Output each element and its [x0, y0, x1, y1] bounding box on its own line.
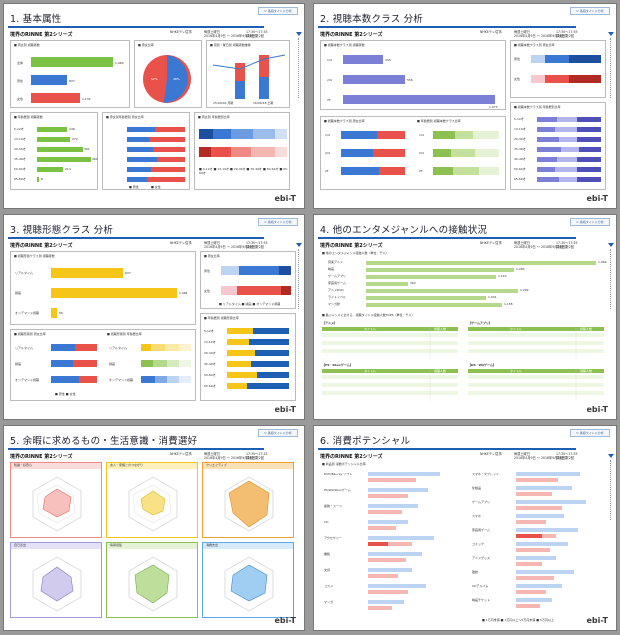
chart-gender-viewers: ■ 男女別 視聴者数 全体 男性 女性 1,969 837 1,132 — [10, 40, 130, 108]
top5-tables — [322, 327, 604, 401]
section-tab[interactable]: V. 番組タイトル分析 — [258, 429, 298, 437]
genre-bar-chart — [366, 261, 596, 307]
chart-age-viewers: ■ 年齢層別 視聴者数 5-12才 13-19才 20-34才 35-49才 5… — [10, 112, 98, 190]
bar-total — [31, 57, 113, 67]
section-tab[interactable]: V. 番組タイトル分析 — [570, 7, 610, 15]
chart-gender-age-ratio: ■ 男女別 年齢層別比率 ■ 4-12才 ■ 13-19才 ■ 20-34才 ■… — [194, 112, 290, 190]
nav-arrow-icon[interactable] — [296, 243, 302, 247]
ebit-logo: ebi-T — [586, 405, 609, 414]
program-title: 境界のRINNE 第2シリーズ — [320, 32, 383, 38]
age-bar-chart — [37, 127, 91, 182]
chart-age-class-ratio: ■ 視聴本数クラス別 年齢層別比率 5-12才 13-19才 20-34才 35… — [510, 102, 606, 190]
chart-age-gender-ratio: ■ 男女別年齢層別 男女比率 ■ 男性 ■ 女性 — [102, 112, 190, 190]
broadcaster: NHKEテレ従事 — [170, 30, 192, 34]
potential-legend: ■ 1万円未満 ■ 1万円以上～5万円未満 ■ 5万円以上 — [482, 618, 554, 622]
slide-viewing-form-class[interactable]: V. 番組タイトル分析 3. 視聴形態クラス 分析 境界のRINNE 第2シリー… — [3, 214, 305, 420]
program-title: 境界のRINNE 第2シリーズ — [320, 454, 383, 460]
chart-class-viewers: ■ 視聴本数クラス別 視聴者数 1/4 2/4 2F 345 556 1,073 — [320, 40, 506, 110]
slide-consumption-potential[interactable]: V. 番組タイトル分析 6. 消費ポテンシャル 境界のRINNE 第2シリーズ … — [313, 425, 617, 631]
chart-weekly-trend: ■ 週別・曜日別 視聴者数推移 15/04/04 月曜 16/09/18 土曜 — [206, 40, 290, 108]
trend-combo-chart — [212, 54, 286, 99]
section-tab[interactable]: V. 番組タイトル分析 — [570, 429, 610, 437]
radar-spending: 消費支出 — [202, 542, 294, 618]
gender-pie — [143, 55, 191, 103]
radar-connection: 友人・家族とのつながり — [106, 462, 198, 538]
age-gender-stacked — [127, 127, 185, 182]
slide-title: 2. 視聴本数クラス 分析 — [320, 14, 424, 25]
potential-bars — [368, 472, 586, 610]
bar-female — [31, 93, 80, 103]
nav-arrow-icon[interactable] — [608, 454, 614, 458]
side-nav[interactable] — [296, 32, 302, 184]
chart-class-gender: ■ 視聴本数クラス別 男女比率 男性 女性 — [510, 40, 606, 98]
slide-basic-attributes[interactable]: V. 番組タイトル分析 1. 基本属性 境界のRINNE 第2シリーズ NHKE… — [3, 3, 305, 209]
nav-arrow-icon[interactable] — [296, 32, 302, 36]
section-tab[interactable]: V. 番組タイトル分析 — [570, 218, 610, 226]
ebit-logo: ebi-T — [274, 405, 297, 414]
radar-creative: クリエイティブ — [202, 462, 294, 538]
title-underline — [8, 26, 264, 28]
side-nav[interactable] — [608, 454, 614, 606]
nav-arrow-icon[interactable] — [608, 32, 614, 36]
slide-title: 4. 他のエンタメジャンルへの接触状況 — [320, 225, 488, 236]
slide-title: 6. 消費ポテンシャル — [320, 436, 411, 447]
slide-entertainment-genres[interactable]: V. 番組タイトル分析 4. 他のエンタメジャンルへの接触状況 境界のRINNE… — [313, 214, 617, 420]
chart-form-gender-ratio: ■ 視聴形態別 男女比率 ■ 視聴形態別 年齢層比率 リアルタイム 録画 オンデ… — [10, 329, 196, 401]
program-title: 境界のRINNE 第2シリーズ — [10, 243, 73, 249]
chart-form-gender: ■ 男女比率 男性 女性 ■ リアルタイム ■ 録画 ■ オンデマンド視聴 — [200, 251, 296, 309]
side-nav[interactable] — [608, 243, 614, 395]
ebit-logo: ebi-T — [586, 616, 609, 625]
slide-title: 5. 余暇に求めるもの・生活意識・消費選好 — [10, 436, 198, 447]
ebit-logo: ebi-T — [274, 616, 297, 625]
section-tab[interactable]: V. 番組タイトル分析 — [258, 218, 298, 226]
chart-gender-ratio: ■ 男女比率 52% 48% — [134, 40, 202, 108]
radar-self-expression: 自己表出 — [10, 542, 102, 618]
slide-leisure-consumption[interactable]: V. 番組タイトル分析 5. 余暇に求めるもの・生活意識・消費選好 境界のRIN… — [3, 425, 305, 631]
program-title: 境界のRINNE 第2シリーズ — [10, 32, 73, 38]
legend-female: ■ 女性 — [151, 185, 161, 189]
ebit-logo: ebi-T — [586, 194, 609, 203]
ebit-logo: ebi-T — [274, 194, 297, 203]
radar-info-gathering: 情報収集 — [106, 542, 198, 618]
gender-bar-chart — [31, 57, 113, 103]
chart-form-viewers: ■ 視聴形態クラス別 視聴者数 リアルタイム 録画 オンデマンド視聴 637 1… — [10, 251, 196, 325]
slide-viewing-count-class[interactable]: V. 番組タイトル分析 2. 視聴本数クラス 分析 境界のRINNE 第2シリー… — [313, 3, 617, 209]
radar-knowledge: 知識・好奇心 — [10, 462, 102, 538]
bar-male — [31, 75, 67, 85]
legend-male: ■ 男性 — [129, 185, 139, 189]
side-nav[interactable] — [296, 243, 302, 395]
section-tab[interactable]: V. 番組タイトル分析 — [258, 7, 298, 15]
slide-title: 1. 基本属性 — [10, 14, 62, 25]
program-title: 境界のRINNE 第2シリーズ — [320, 243, 383, 249]
airtime: 17:30～17:55 調査回数2回 — [246, 30, 268, 38]
chart-age-form-ratio: ■ 年齢層別 視聴形態比率 5-12才 13-19才 20-34才 35-49才… — [200, 313, 296, 401]
schedule: 毎週土曜日 2016年4月9日 ～ 2016年9月24日 — [204, 30, 255, 38]
program-title: 境界のRINNE 第2シリーズ — [10, 454, 73, 460]
slide-title: 3. 視聴形態クラス 分析 — [10, 225, 114, 236]
chart-class-gender-ratio: ■ 視聴本数クラス別 男女比率 ■ 年齢層別 視聴本数クラス比率 1/4 2/4… — [320, 116, 506, 190]
gender-age-stacked — [199, 129, 287, 157]
side-nav[interactable] — [608, 32, 614, 184]
nav-arrow-icon[interactable] — [608, 243, 614, 247]
